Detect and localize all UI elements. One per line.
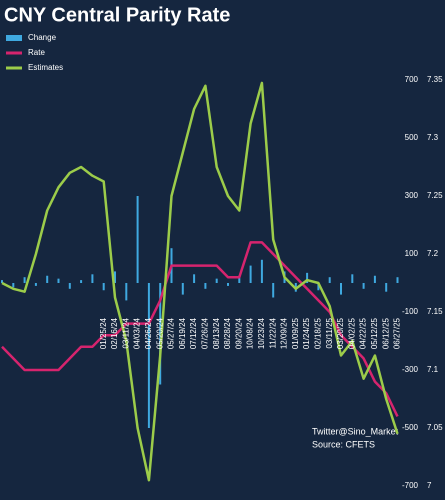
- x-tick-label: 09/20/24: [234, 317, 243, 349]
- y-tick-label: 500: [405, 133, 419, 142]
- x-tick-label: 06/27/25: [393, 317, 402, 349]
- x-tick-label: 01/24/25: [302, 317, 311, 349]
- x-tick-label: 04/26/24: [144, 317, 153, 349]
- bar: [91, 274, 94, 283]
- bar: [340, 283, 342, 295]
- x-tick-label: 04/02/25: [347, 317, 356, 349]
- bar: [1, 280, 3, 283]
- x-tick-label: 04/03/24: [133, 317, 142, 349]
- bar: [114, 271, 116, 283]
- bar: [260, 259, 263, 283]
- bar: [34, 283, 37, 286]
- x-tick-label: 01/09/25: [291, 317, 300, 349]
- bar: [80, 280, 83, 283]
- y-tick-label: 700: [405, 75, 419, 84]
- bar: [136, 196, 139, 283]
- y2-tick-label: 7: [427, 481, 432, 490]
- bar: [68, 283, 71, 289]
- y-tick-label: -300: [402, 365, 419, 374]
- annotation: Source: CFETS: [312, 439, 375, 449]
- bar: [317, 283, 320, 291]
- y-tick-label: 100: [405, 249, 419, 258]
- x-tick-label: 03/11/25: [325, 317, 334, 348]
- bar: [181, 283, 184, 295]
- y2-tick-label: 7.25: [427, 191, 443, 200]
- annotation: Twitter@Sino_Market: [312, 426, 399, 436]
- bar: [396, 277, 399, 283]
- x-tick-label: 02/18/25: [314, 317, 323, 349]
- x-tick-label: 08/13/24: [212, 317, 221, 349]
- y2-tick-label: 7.05: [427, 423, 443, 432]
- x-tick-label: 06/19/24: [178, 317, 187, 349]
- y2-tick-label: 7.15: [427, 307, 443, 316]
- bar: [159, 283, 162, 385]
- bar: [102, 283, 105, 291]
- y2-tick-label: 7.35: [427, 75, 443, 84]
- bar: [193, 274, 196, 283]
- bar: [12, 283, 15, 288]
- x-tick-label: 12/09/24: [280, 317, 289, 349]
- y-tick-label: -700: [402, 481, 419, 490]
- bar: [306, 272, 309, 283]
- bar: [249, 265, 252, 283]
- legend-swatch: [6, 35, 22, 41]
- x-tick-label: 01/25/24: [99, 317, 108, 349]
- x-tick-label: 07/12/24: [189, 317, 198, 349]
- legend-label: Estimates: [28, 63, 63, 72]
- y-tick-label: -500: [402, 423, 419, 432]
- line: [1, 81, 399, 482]
- bar: [385, 283, 388, 292]
- x-tick-label: 03/20/25: [336, 317, 345, 349]
- x-tick-label: 10/08/24: [246, 317, 255, 349]
- bar: [351, 274, 354, 283]
- bar: [328, 277, 331, 283]
- bar: [227, 283, 229, 286]
- y2-tick-label: 7.2: [427, 249, 439, 258]
- y-tick-label: 300: [405, 191, 419, 200]
- x-tick-label: 06/12/25: [381, 317, 390, 349]
- x-tick-label: 05/27/24: [167, 317, 176, 349]
- x-tick-label: 10/23/24: [257, 317, 266, 349]
- x-tick-label: 07/26/24: [201, 317, 210, 349]
- x-tick-label: 02/16/24: [110, 317, 119, 349]
- bar: [204, 283, 207, 289]
- bar: [147, 283, 150, 428]
- x-tick-label: 05/12/25: [370, 317, 379, 349]
- bar: [238, 275, 241, 283]
- bar: [23, 277, 26, 283]
- bar: [373, 275, 376, 283]
- x-tick-label: 04/22/25: [359, 317, 368, 349]
- y-tick-label: -100: [402, 307, 419, 316]
- x-tick-label: 03/11/24: [121, 317, 130, 348]
- bar: [46, 275, 49, 283]
- legend-label: Change: [28, 33, 57, 42]
- bar: [125, 283, 128, 301]
- x-tick-label: 05/20/24: [155, 317, 164, 349]
- bar: [57, 278, 60, 283]
- bar: [362, 283, 365, 289]
- bar: [272, 283, 275, 298]
- y2-tick-label: 7.1: [427, 365, 439, 374]
- chart-title: CNY Central Parity Rate: [4, 4, 230, 26]
- legend-label: Rate: [28, 48, 45, 57]
- x-tick-label: 11/22/24: [268, 317, 277, 348]
- bar: [215, 278, 218, 283]
- y2-tick-label: 7.3: [427, 133, 439, 142]
- x-tick-label: 08/28/24: [223, 317, 232, 349]
